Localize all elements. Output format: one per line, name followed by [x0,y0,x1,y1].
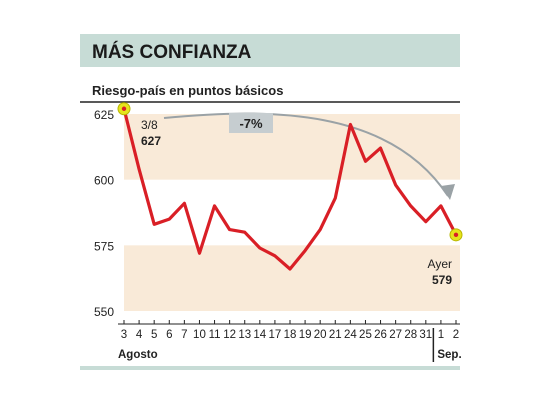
band-1 [124,245,460,311]
x-tick-label: 18 [284,329,297,341]
y-tick-label: 575 [94,239,114,253]
x-tick-label: 1 [438,329,444,341]
x-tick-label: 19 [299,329,312,341]
x-tick-label: 2 [453,329,459,341]
title-bar [80,34,460,67]
end-marker-dot [453,232,459,238]
x-tick-label: 26 [374,329,387,341]
x-tick-label: 17 [269,329,282,341]
x-tick-label: 20 [314,329,327,341]
x-tick-label: 4 [136,329,143,341]
x-tick-label: 10 [193,329,206,341]
change-label-box [229,113,273,133]
x-tick-label: 28 [404,329,417,341]
series-line [122,107,458,271]
start-marker-dot [121,106,127,111]
end-date-label: Ayer [428,257,452,271]
month-label: Sep. [437,349,461,361]
band-0 [124,114,460,180]
chart-subtitle: Riesgo-país en puntos básicos [92,83,283,98]
trend-arrow-head [441,184,455,200]
y-tick-label: 625 [94,108,114,122]
x-tick-label: 14 [253,329,266,341]
y-tick-label: 550 [94,305,114,319]
trend-arrow [163,112,449,197]
x-tick-label: 21 [329,329,342,341]
x-tick-label: 5 [151,329,157,341]
x-tick-label: 24 [344,329,357,341]
x-tick-label: 25 [359,329,372,341]
end-value-label: 579 [432,273,452,287]
start-date-label: 3/8 [141,118,158,132]
x-tick-label: 12 [223,329,236,341]
chart-title: MÁS CONFIANZA [92,41,252,63]
change-label: -7% [239,116,263,131]
start-value-label: 627 [141,134,161,148]
x-tick-label: 3 [121,329,127,341]
x-tick-label: 11 [209,329,221,341]
y-tick-label: 600 [94,174,114,188]
x-tick-label: 6 [166,329,172,341]
x-tick-label: 31 [419,329,432,341]
x-tick-label: 7 [181,329,187,341]
x-tick-label: 13 [238,329,251,341]
month-label: Agosto [118,349,158,361]
x-tick-label: 27 [389,329,402,341]
